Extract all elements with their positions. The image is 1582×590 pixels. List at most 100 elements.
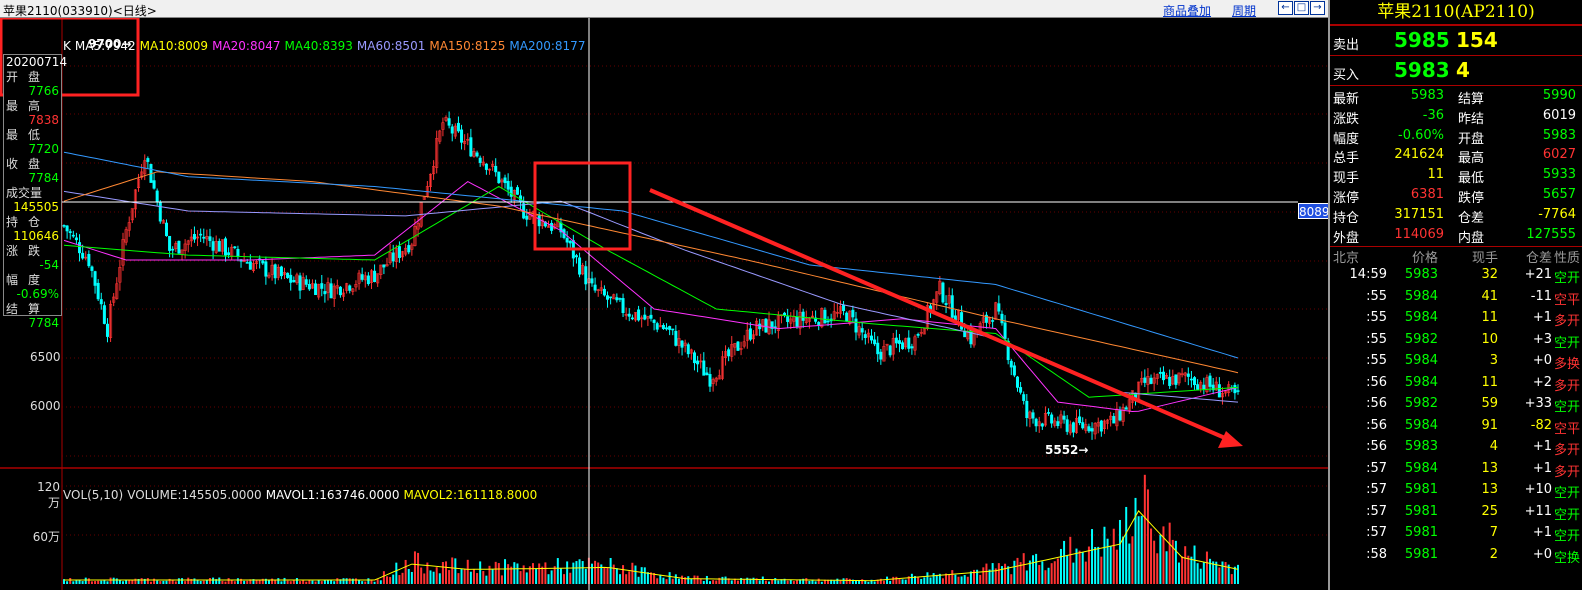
- volume-bar: [205, 579, 208, 584]
- ma-legend-item: MA20:8047: [212, 39, 281, 53]
- volume-bar: [159, 581, 162, 584]
- volume-bar: [1106, 538, 1109, 584]
- candle-body: [873, 339, 877, 345]
- overlay-commodity-link[interactable]: 商品叠加: [1163, 4, 1212, 18]
- candle-body: [345, 283, 349, 291]
- volume-bar: [758, 580, 761, 584]
- price-axis-tick: 6500: [30, 350, 61, 364]
- volume-bar: [693, 575, 696, 584]
- candle-body: [65, 225, 69, 232]
- period-link[interactable]: 周期: [1232, 4, 1257, 18]
- candle-body: [860, 328, 864, 333]
- stat-row: 幅度 -0.60% 开盘 5983: [1330, 128, 1582, 148]
- volume-bar: [271, 578, 274, 584]
- volume-bar: [339, 579, 342, 584]
- candle-body: [832, 311, 836, 320]
- volume-bar: [1059, 548, 1062, 584]
- candle-body: [373, 270, 377, 282]
- info-label: 结算: [6, 301, 51, 316]
- volume-bar: [1153, 540, 1156, 584]
- candle-body: [441, 122, 445, 130]
- tick-nature: 空平: [1553, 421, 1580, 437]
- candle-body: [1074, 418, 1078, 433]
- volume-bar: [690, 578, 693, 584]
- bid-row[interactable]: 买入 5983 4: [1330, 56, 1582, 86]
- volume-bar: [712, 580, 715, 584]
- tick-row[interactable]: :56 5984 91 -82 空平: [1330, 418, 1582, 440]
- volume-bar: [373, 581, 376, 584]
- tick-row[interactable]: :55 5982 10 +3 空开: [1330, 332, 1582, 354]
- nav-right-button[interactable]: →: [1310, 1, 1325, 15]
- kline-chart-area[interactable]: K MA5:7942 MA10:8009 MA20:8047 MA40:8393 MA60…: [0, 18, 1330, 590]
- tick-list[interactable]: 14:59 5983 32 +21 空开:55 5984 41 -11 空平:55 5984 11 +…: [1330, 267, 1582, 568]
- volume-bar: [994, 568, 997, 584]
- tick-row[interactable]: :57 5984 13 +1 多开: [1330, 461, 1582, 483]
- tick-row[interactable]: :57 5981 25 +11 空开: [1330, 504, 1582, 526]
- tick-row[interactable]: :55 5984 3 +0 多换: [1330, 353, 1582, 375]
- candle-body: [124, 229, 128, 243]
- candle-body: [1220, 393, 1224, 398]
- tick-row[interactable]: :57 5981 7 +1 空开: [1330, 525, 1582, 547]
- candle-body: [183, 243, 187, 251]
- stat-label: 涨停: [1333, 190, 1360, 206]
- tick-nature: 多开: [1553, 464, 1580, 480]
- volume-bar: [569, 572, 572, 584]
- volume-bar: [118, 579, 121, 584]
- volume-bar: [497, 563, 500, 584]
- tick-row[interactable]: :56 5982 59 +33 空开: [1330, 396, 1582, 418]
- volume-bar: [895, 576, 898, 584]
- nav-left-button[interactable]: ←: [1278, 1, 1293, 15]
- candle-body: [270, 264, 274, 275]
- volume-bar: [777, 580, 780, 584]
- volume-bar: [345, 578, 348, 584]
- candle-body: [876, 342, 880, 355]
- candle-body: [581, 265, 585, 275]
- nav-square-button[interactable]: □: [1294, 1, 1309, 15]
- tick-row[interactable]: :56 5983 4 +1 多开: [1330, 439, 1582, 461]
- volume-bar: [889, 580, 892, 584]
- ask-row[interactable]: 卖出 5985 154: [1330, 26, 1582, 56]
- candle-body: [736, 341, 740, 351]
- tick-row[interactable]: :57 5981 13 +10 空开: [1330, 482, 1582, 504]
- tick-row[interactable]: :55 5984 11 +1 多开: [1330, 310, 1582, 332]
- volume-bar: [146, 578, 149, 584]
- volume-bar: [1050, 563, 1053, 584]
- volume-bar: [1159, 534, 1162, 584]
- info-value: -0.69%: [16, 287, 59, 301]
- volume-bar: [240, 578, 243, 584]
- candle-body: [683, 342, 687, 346]
- candle-body: [1140, 378, 1144, 383]
- tick-volume: 32: [1481, 267, 1498, 283]
- stat-value: 6019: [1542, 107, 1576, 123]
- tick-row[interactable]: :58 5981 2 +0 空换: [1330, 547, 1582, 569]
- volume-bar: [684, 577, 687, 584]
- volume-bar: [932, 573, 935, 584]
- tick-row[interactable]: :56 5984 11 +2 多开: [1330, 375, 1582, 397]
- bid-volume: 4: [1456, 58, 1470, 82]
- volume-bar: [1140, 515, 1143, 584]
- candle-body: [1158, 372, 1162, 374]
- volume-bar: [606, 567, 609, 584]
- volume-axis-tick: 120万: [37, 480, 60, 510]
- volume-bar: [274, 580, 277, 584]
- volume-bar: [336, 578, 339, 584]
- volume-bar: [109, 577, 112, 584]
- price-axis-tick: 6000: [30, 399, 61, 413]
- tick-row[interactable]: 14:59 5983 32 +21 空开: [1330, 267, 1582, 289]
- volume-bar: [1078, 550, 1081, 584]
- candle-body: [432, 166, 436, 175]
- volume-bar: [854, 580, 857, 584]
- volume-bar: [802, 578, 805, 584]
- volume-bar: [1038, 564, 1041, 584]
- volume-bar: [1069, 536, 1072, 584]
- candle-body: [1224, 390, 1228, 394]
- volume-bar: [752, 577, 755, 584]
- candle-body: [463, 141, 467, 144]
- kline-chart-svg[interactable]: [0, 18, 1330, 590]
- volume-bar: [199, 580, 202, 584]
- candle-body: [469, 137, 473, 157]
- tick-row[interactable]: :55 5984 41 -11 空平: [1330, 289, 1582, 311]
- candle-body: [1171, 376, 1175, 385]
- volume-bar: [1010, 574, 1013, 584]
- candle-body: [640, 317, 644, 320]
